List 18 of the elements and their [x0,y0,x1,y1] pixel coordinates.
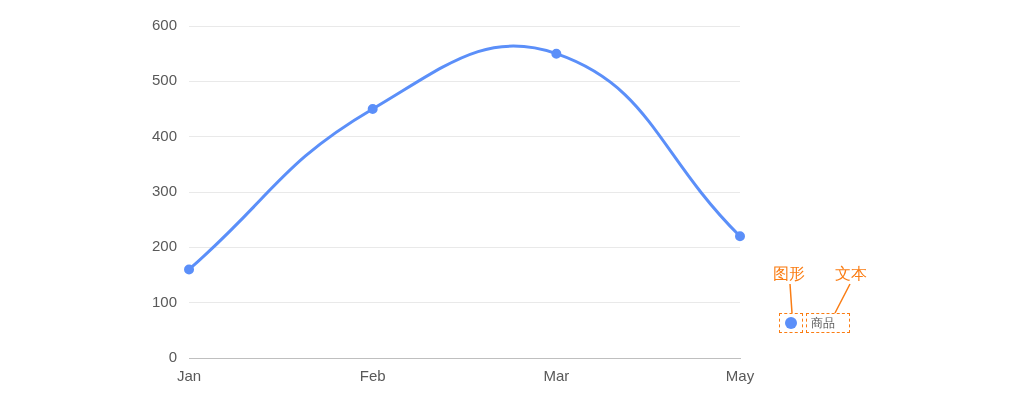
x-tick-label: May [725,367,755,385]
x-tick-label: Mar [543,367,570,385]
y-tick-label: 0 [168,348,178,366]
text: 文本 [835,264,867,284]
y-tick-label: 600 [152,16,178,34]
text: 图形 [773,264,805,284]
legend-label: 商品 [806,313,850,333]
point [184,264,195,275]
y-tick-label: 300 [152,182,178,200]
y-tick-label: 400 [152,126,178,144]
y-tick-label: 100 [152,292,178,310]
point [735,231,745,242]
x-tick-label: Feb [359,367,386,385]
point [367,104,378,114]
y-tick-label: 500 [152,71,178,89]
x-tick-label: Jan [176,367,202,385]
y-tick-label: 200 [152,237,178,255]
point [551,48,562,59]
